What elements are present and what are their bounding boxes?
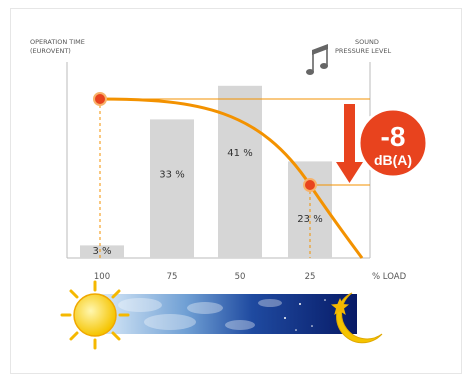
- x-axis-label: % LOAD: [372, 272, 407, 282]
- x-tick-label-25: 25: [305, 272, 316, 282]
- left-axis-label-line2: (EUROVENT): [30, 47, 71, 55]
- sound-pressure-curve: [99, 97, 364, 259]
- bar-100: [80, 245, 124, 258]
- right-axis-label-line1: SOUND: [355, 38, 379, 46]
- curve-marker-100: [93, 92, 107, 106]
- reduction-value: -8: [381, 121, 406, 152]
- x-tick-label-50: 50: [235, 272, 246, 282]
- reduction-arrow-icon: [336, 104, 363, 183]
- bar-value-label-75: 33 %: [159, 170, 184, 181]
- x-tick-label-75: 75: [167, 272, 178, 282]
- music-note-icon: [306, 44, 328, 75]
- night-stars: [284, 299, 326, 331]
- bar-value-label-50: 41 %: [227, 148, 252, 159]
- bar-50: [218, 85, 262, 258]
- sun-icon: [60, 280, 130, 350]
- bar-value-label-25: 23 %: [297, 214, 322, 225]
- cloud-texture: [118, 298, 282, 330]
- reduction-badge: [357, 107, 429, 179]
- star-icon: [331, 298, 349, 315]
- bar-75: [150, 119, 194, 259]
- bar-value-label-100: 3 %: [92, 246, 111, 257]
- reduction-unit: dB(A): [374, 152, 412, 168]
- curve-marker-25: [303, 178, 317, 192]
- x-tick-label-100: 100: [94, 272, 110, 282]
- day-night-strip: [95, 294, 357, 334]
- figure-frame: [10, 8, 462, 374]
- left-axis-label-line1: OPERATION TIME: [30, 38, 85, 46]
- moon-icon: [336, 292, 383, 344]
- right-axis-label-line2: PRESSURE LEVEL: [335, 47, 392, 55]
